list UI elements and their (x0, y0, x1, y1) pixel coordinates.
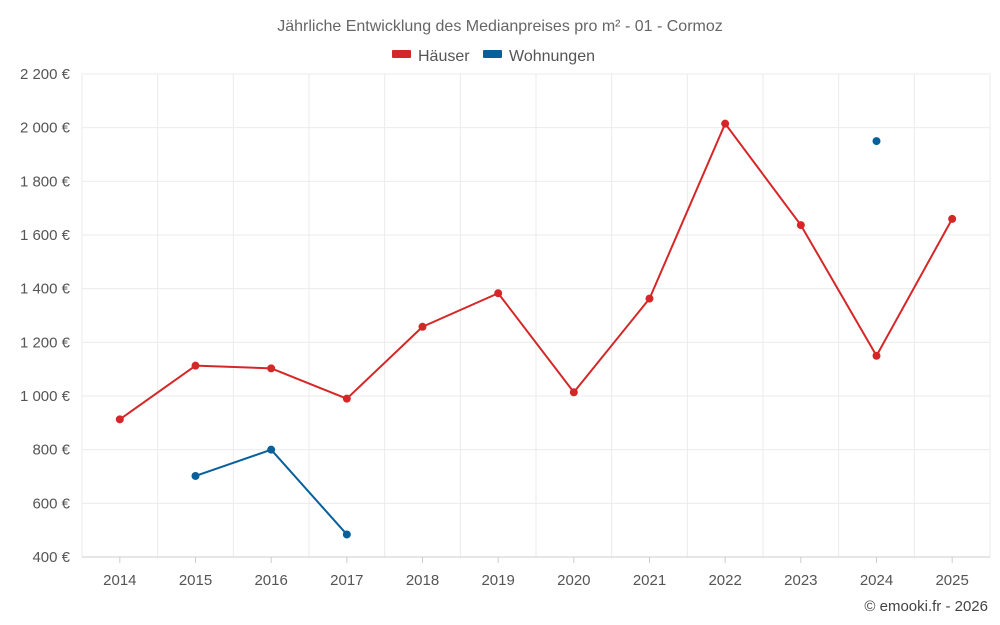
x-tick-label: 2017 (330, 572, 363, 589)
y-tick-label: 1 000 € (20, 388, 71, 405)
data-point[interactable] (418, 322, 427, 331)
data-point[interactable] (872, 351, 881, 360)
data-point[interactable] (267, 445, 276, 454)
legend-swatch-haeuser (392, 50, 411, 58)
data-point[interactable] (191, 361, 200, 370)
data-point[interactable] (645, 294, 654, 303)
x-tick-label: 2018 (406, 572, 439, 589)
data-point[interactable] (569, 388, 578, 397)
y-tick-label: 1 200 € (20, 334, 71, 351)
copyright-credit: © emooki.fr - 2026 (864, 598, 988, 615)
legend-label-wohnungen[interactable]: Wohnungen (509, 48, 595, 65)
data-point[interactable] (872, 137, 881, 146)
grid (81, 73, 991, 557)
data-point[interactable] (494, 289, 503, 298)
legend-label-haeuser[interactable]: Häuser (418, 48, 470, 65)
x-tick-label: 2019 (481, 572, 514, 589)
y-tick-label: 600 € (32, 495, 70, 512)
chart-title: Jährliche Entwicklung des Medianpreises … (277, 18, 723, 35)
y-axis: 400 € 600 € 800 € 1 000 € 1 200 € 1 400 € 1 60… (20, 66, 71, 566)
data-point[interactable] (342, 530, 351, 539)
x-tick-label: 2014 (103, 572, 136, 589)
x-tick-label: 2016 (254, 572, 287, 589)
data-point[interactable] (948, 214, 957, 223)
y-tick-label: 400 € (32, 549, 70, 566)
y-tick-label: 2 000 € (20, 120, 71, 137)
y-tick-label: 1 600 € (20, 227, 71, 244)
series-0 (115, 119, 957, 424)
y-tick-label: 800 € (32, 442, 70, 459)
data-point[interactable] (267, 364, 276, 373)
x-tick-label: 2020 (557, 572, 590, 589)
x-tick-label: 2024 (860, 572, 893, 589)
x-tick-label: 2015 (179, 572, 212, 589)
data-point[interactable] (342, 394, 351, 403)
data-point[interactable] (796, 221, 805, 230)
series-line (119, 122, 954, 421)
legend: Häuser Wohnungen (392, 48, 595, 65)
series-line (195, 448, 348, 536)
series (115, 119, 957, 539)
x-axis: 2014 2015 2016 2017 2018 2019 2020 2021 2022 2023… (82, 556, 990, 589)
y-tick-label: 1 400 € (20, 281, 71, 298)
x-tick-label: 2021 (633, 572, 666, 589)
x-tick-label: 2022 (708, 572, 741, 589)
y-tick-label: 1 800 € (20, 173, 71, 190)
x-tick-label: 2025 (935, 572, 968, 589)
legend-swatch-wohnungen (483, 50, 502, 58)
y-tick-label: 2 200 € (20, 66, 71, 83)
data-point[interactable] (721, 119, 730, 128)
data-point[interactable] (115, 415, 124, 424)
series-1 (191, 137, 881, 539)
data-point[interactable] (191, 471, 200, 480)
x-tick-label: 2023 (784, 572, 817, 589)
